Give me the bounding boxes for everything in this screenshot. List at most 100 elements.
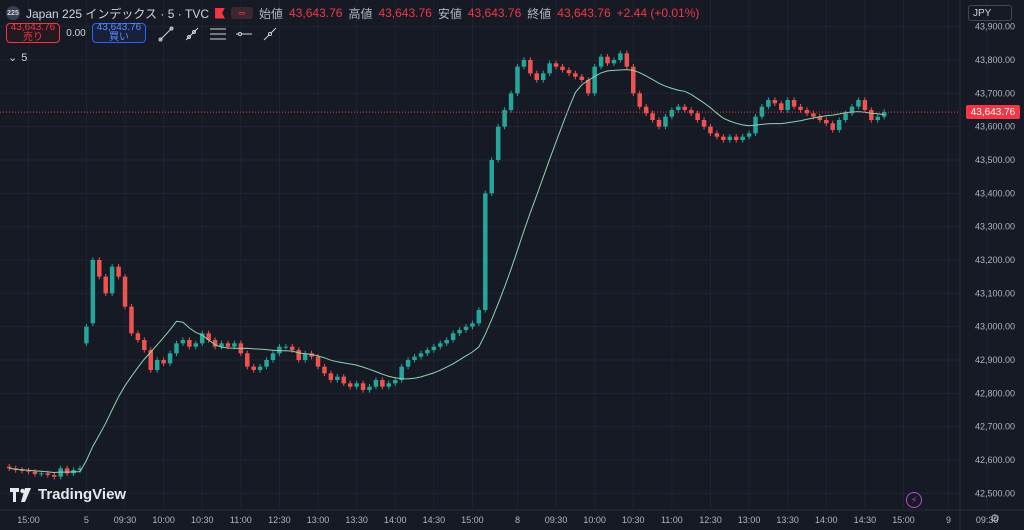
time-tick-label: 5 [84,515,89,525]
candle-body [257,366,263,370]
candle-body [631,66,636,94]
candle-body [495,126,501,160]
candle-body [740,136,745,140]
candle-body [64,468,70,474]
candle-body [219,343,224,347]
price-axis[interactable]: 43,900.00 43,800.00 43,700.00 43,600.00 43,5… [959,0,1015,530]
time-tick-label: 14:00 [815,515,838,525]
price-tick-label: 43,000.00 [975,322,1015,332]
candle-body [598,56,604,67]
candle-body [341,376,347,384]
time-tick-label: 10:00 [583,515,606,525]
close-value: 43,643.76 [557,6,611,20]
candle-body [399,366,404,380]
candle-body [392,380,398,384]
candle-body [431,346,437,350]
candle-body [148,350,154,370]
candle-body [676,106,681,110]
candle-body [573,73,578,77]
candle-body [476,310,482,324]
extended-line-icon[interactable] [260,25,280,43]
candle-body [553,63,559,67]
candle-body [6,466,12,469]
candle-body [804,110,810,114]
candle-body [167,353,173,364]
candle-body [746,133,752,137]
candle-body [534,73,540,80]
candle-body [206,333,211,340]
candle-body [405,360,411,367]
candle-body [450,333,456,340]
ray-icon[interactable] [182,25,202,43]
time-tick-label: 11:00 [661,515,683,525]
logo-text: TradingView [38,486,127,503]
fib-retracement-icon[interactable] [208,25,228,43]
candle-body [463,326,469,330]
time-tick-label: 10:00 [152,515,175,525]
price-tick-label: 42,900.00 [975,355,1015,365]
horizontal-line-icon[interactable] [234,25,254,43]
candle-body [103,276,108,294]
candle-body [283,346,289,348]
candle-body [708,126,713,134]
currency-badge[interactable]: JPY [968,5,1012,21]
time-tick-label: 11:00 [230,515,252,525]
symbol-badge[interactable]: 225 [6,6,20,20]
time-tick-label: 15:00 [892,515,915,525]
price-tick-label: 42,500.00 [975,488,1015,498]
compare-icon[interactable]: ═ [231,7,254,19]
candle-body [122,276,128,307]
time-tick-label: 09:30 [114,515,137,525]
candle-body [39,473,44,475]
candle-body [212,340,218,347]
trend-line-icon[interactable] [156,25,176,43]
flag-icon[interactable] [215,7,226,19]
candle-body [19,470,25,471]
moving-average-line [9,69,885,474]
candle-body [875,116,880,120]
low-value: 43,643.76 [467,6,522,20]
lightning-icon[interactable]: ⚡ [906,492,922,508]
candle-body [32,471,38,474]
candle-body [354,383,359,387]
buy-button[interactable]: 43,643.76 買い [92,23,146,43]
time-tick-label: 09:30 [976,515,999,525]
tradingview-logo: TradingView [10,486,126,503]
last-price-tag: 43,643.76 [966,105,1020,120]
indicator-length: 5 [21,51,28,64]
time-tick-label: 10:30 [622,515,645,525]
candle-body [766,100,771,107]
drawing-toolbar [156,25,280,43]
candle-body [187,340,192,347]
candle-body [328,373,334,380]
time-tick-label: 12:30 [699,515,722,525]
time-axis[interactable]: 15:00 5 09:30 10:00 10:30 11:00 12:30 13:00 13:3… [0,509,1024,525]
candle-body [547,63,552,74]
price-tick-label: 43,200.00 [975,255,1015,265]
indicator-legend[interactable]: ⌄ 5 [8,51,28,65]
sell-label: 売り [23,32,43,43]
settings-icon[interactable]: ⚙ [990,513,1000,525]
symbol-title[interactable]: Japan 225 インデックス · 5 · TVC [26,6,210,21]
candle-body [290,346,295,350]
price-tick-label: 43,900.00 [975,22,1015,32]
candle-body [418,353,424,357]
candle-body [811,113,816,117]
candle-body [714,133,720,137]
candle-body [425,350,430,354]
candle-body [277,346,282,354]
tradingview-logo-icon [10,487,31,502]
candle-body [540,73,546,80]
candle-body [116,266,121,277]
candle-body [97,260,102,277]
candle-body [727,136,733,140]
candle-body [380,380,385,387]
buy-label: 買い [109,32,129,43]
candle-body [90,260,96,324]
sell-button[interactable]: 43,643.76 売り [6,23,60,43]
candle-body [245,353,250,367]
open-value: 43,643.76 [289,6,343,20]
candle-body [180,340,186,344]
chevron-down-icon[interactable]: ⌄ [8,52,18,64]
